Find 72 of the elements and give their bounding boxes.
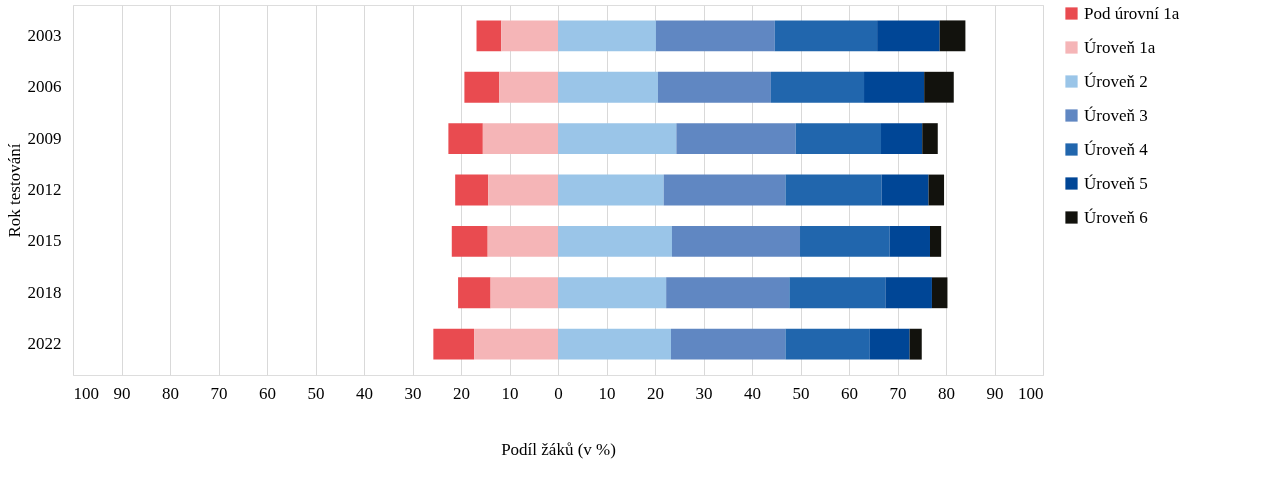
bar bbox=[558, 20, 656, 52]
bar bbox=[785, 328, 870, 360]
bar bbox=[922, 123, 938, 155]
x-tick-label: 30 bbox=[695, 383, 713, 403]
legend-label: Úroveň 2 bbox=[1084, 71, 1148, 91]
bar bbox=[655, 20, 775, 52]
bar bbox=[676, 123, 796, 155]
bar bbox=[774, 20, 878, 52]
x-tick-label: 80 bbox=[938, 383, 955, 403]
y-tick-label: 2022 bbox=[27, 334, 62, 354]
bar bbox=[889, 225, 930, 257]
legend-label: Úroveň 3 bbox=[1084, 105, 1148, 125]
x-tick-label: 90 bbox=[113, 383, 131, 403]
legend-label: Pod úrovní 1a bbox=[1084, 3, 1180, 23]
bar bbox=[666, 277, 790, 309]
x-tick-label: 40 bbox=[356, 383, 373, 403]
bar bbox=[671, 328, 786, 360]
x-tick-label: 100 bbox=[1018, 383, 1044, 403]
x-tick-label: 20 bbox=[453, 383, 470, 403]
bar bbox=[671, 225, 801, 257]
x-axis-title: Podíl žáků (v %) bbox=[501, 439, 616, 459]
y-tick-label: 2012 bbox=[27, 180, 62, 199]
bar bbox=[558, 328, 672, 360]
x-tick-label: 30 bbox=[404, 383, 422, 403]
x-tick-label: 100 bbox=[73, 383, 99, 403]
y-tick-label: 2003 bbox=[27, 25, 62, 45]
x-tick-label: 80 bbox=[162, 383, 179, 403]
bar bbox=[909, 328, 922, 360]
bar bbox=[800, 225, 890, 257]
x-tick-label: 70 bbox=[210, 383, 228, 403]
bar bbox=[558, 71, 658, 103]
bar bbox=[928, 174, 945, 206]
x-tick-label: 40 bbox=[744, 383, 761, 403]
bar bbox=[885, 277, 932, 309]
x-tick-label: 0 bbox=[554, 383, 563, 403]
x-tick-label: 50 bbox=[792, 383, 810, 403]
y-tick-label: 2006 bbox=[27, 77, 62, 97]
x-tick-label: 20 bbox=[647, 383, 664, 403]
x-tick-label: 50 bbox=[307, 383, 325, 403]
bar bbox=[869, 328, 910, 360]
bar bbox=[558, 123, 677, 155]
bar bbox=[657, 71, 771, 103]
bar bbox=[877, 20, 940, 52]
y-axis-title: Rok testování bbox=[4, 143, 24, 238]
x-tick-label: 70 bbox=[889, 383, 907, 403]
legend-label: Úroveň 5 bbox=[1084, 173, 1148, 193]
y-tick-label: 2015 bbox=[27, 231, 62, 251]
bar bbox=[924, 71, 954, 103]
y-tick-label: 2018 bbox=[27, 282, 62, 302]
bar bbox=[864, 71, 925, 103]
x-tick-label: 10 bbox=[501, 383, 519, 403]
bar bbox=[881, 123, 923, 155]
bar bbox=[558, 225, 672, 257]
bar bbox=[930, 225, 942, 257]
bar bbox=[939, 20, 966, 52]
y-tick-label: 2009 bbox=[27, 128, 62, 148]
x-tick-label: 10 bbox=[598, 383, 616, 403]
bar bbox=[881, 174, 929, 206]
bar bbox=[558, 277, 667, 309]
bar bbox=[558, 174, 664, 206]
bar bbox=[663, 174, 786, 206]
x-tick-label: 60 bbox=[841, 383, 858, 403]
bar bbox=[795, 123, 882, 155]
legend-label: Úroveň 6 bbox=[1084, 207, 1148, 227]
legend-label: Úroveň 4 bbox=[1084, 139, 1149, 159]
bar bbox=[931, 277, 948, 309]
x-tick-label: 60 bbox=[259, 383, 276, 403]
bar bbox=[785, 174, 882, 206]
bar bbox=[770, 71, 865, 103]
legend-label: Úroveň 1a bbox=[1084, 37, 1156, 57]
bar bbox=[789, 277, 886, 309]
x-tick-label: 90 bbox=[986, 383, 1004, 403]
